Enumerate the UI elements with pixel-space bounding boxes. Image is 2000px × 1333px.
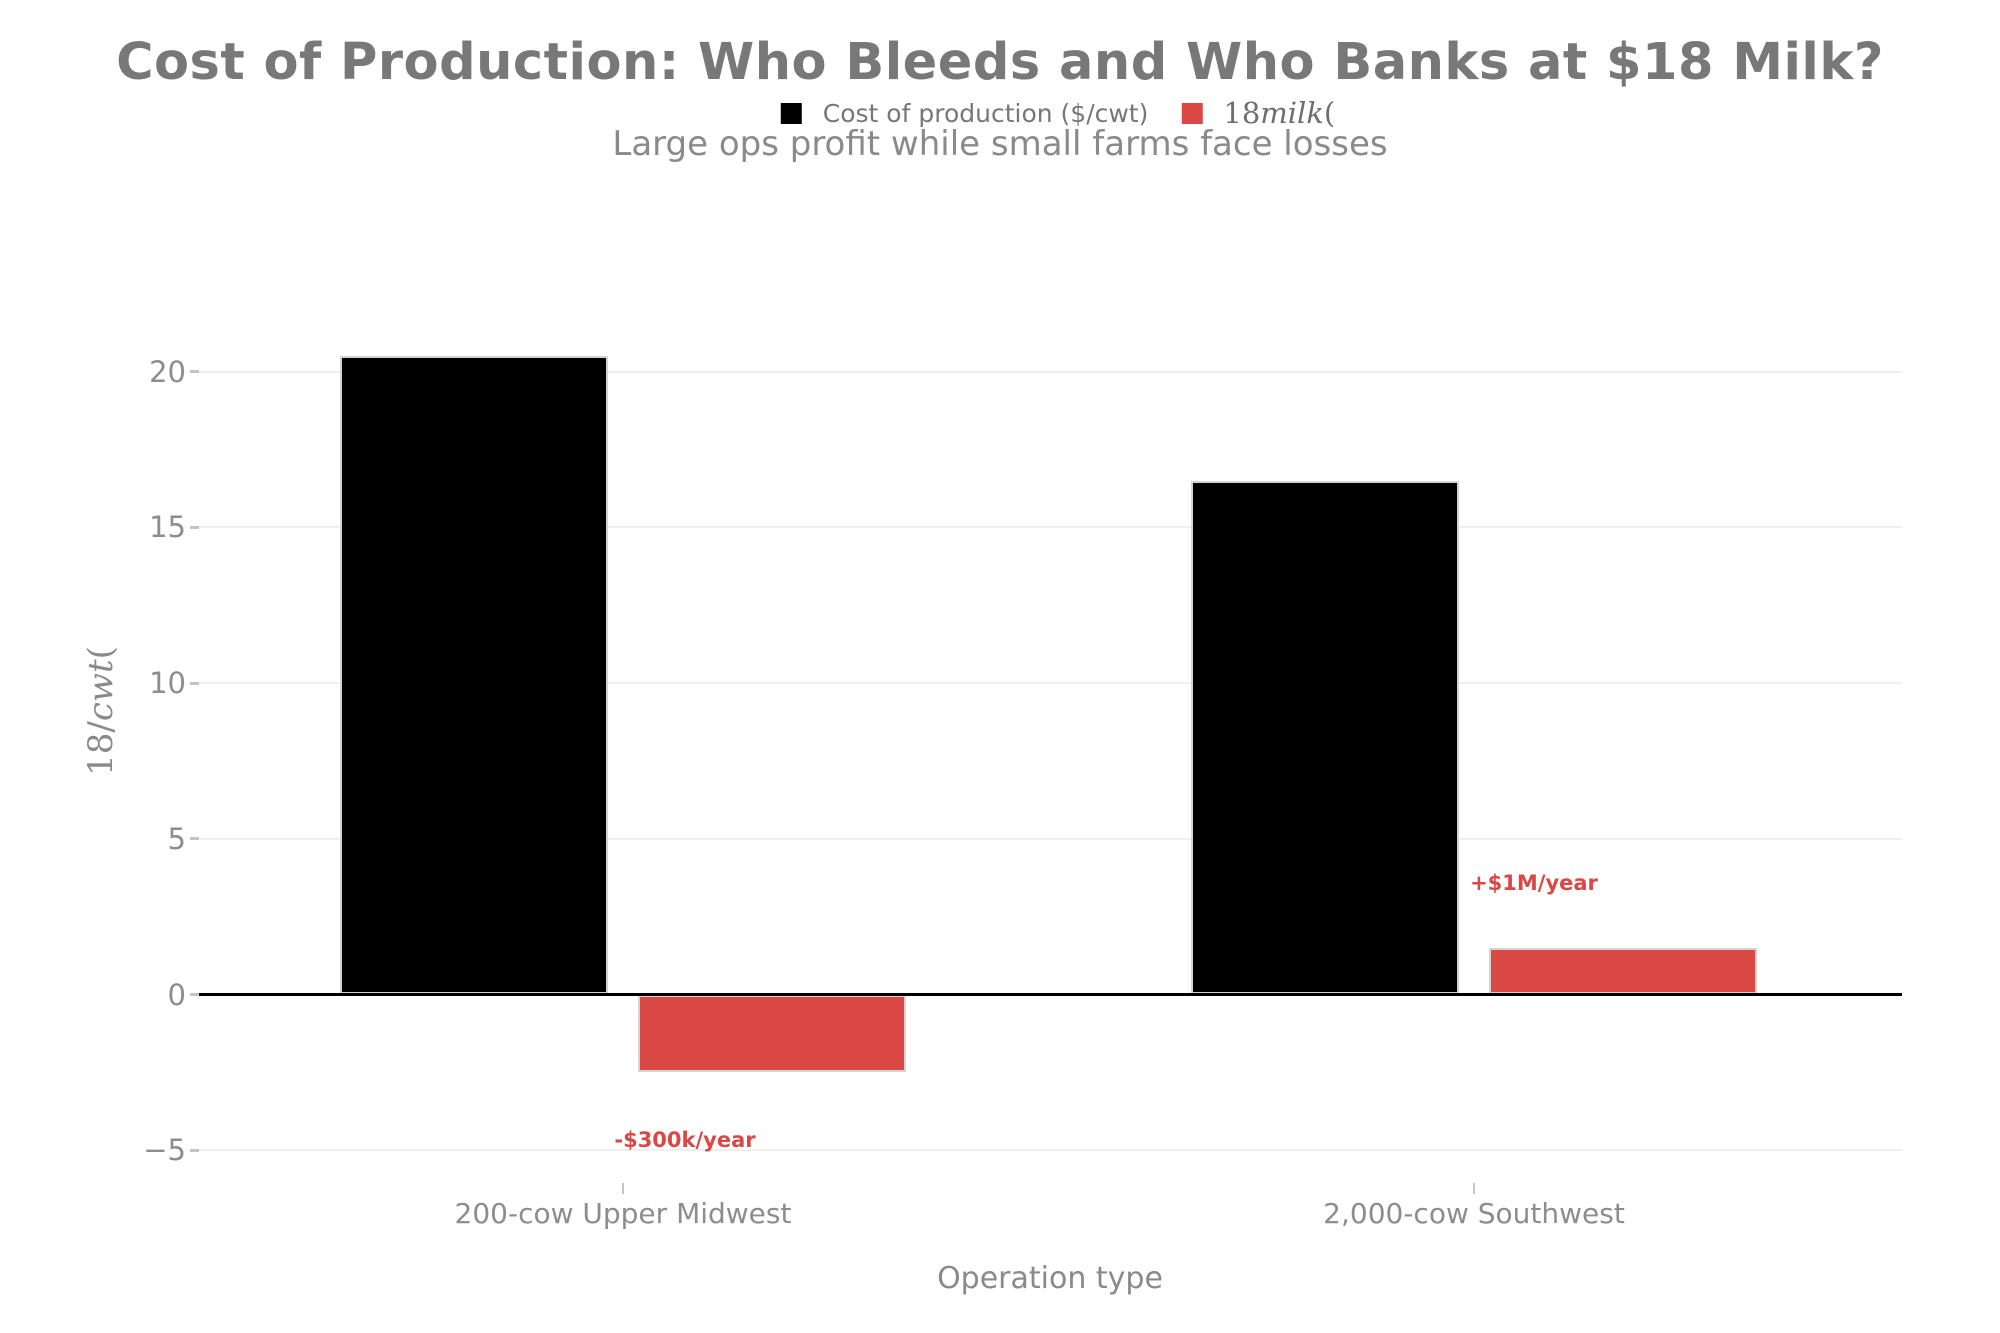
legend-label-milk: 18milk( bbox=[1223, 96, 1336, 130]
chart-subtitle: Large ops profit while small farms face … bbox=[612, 124, 1388, 164]
annotation-loss: -$300k/year bbox=[614, 1128, 756, 1152]
legend-label-cost: Cost of production ($/cwt) bbox=[822, 98, 1149, 128]
annotation-profit: +$1M/year bbox=[1470, 871, 1598, 895]
legend-swatch-milk bbox=[1181, 102, 1203, 124]
y-tick-mark bbox=[190, 370, 199, 373]
bar-milk-0 bbox=[638, 994, 906, 1073]
y-tick-mark bbox=[190, 681, 199, 685]
x-tick-mark bbox=[1473, 1183, 1475, 1194]
legend-swatch-cost bbox=[780, 102, 802, 124]
y-tick-label: 20 bbox=[149, 354, 186, 389]
y-tick-label: 0 bbox=[167, 977, 186, 1012]
x-tick-mark bbox=[622, 1183, 624, 1194]
chart-title: Cost of Production: Who Bleeds and Who B… bbox=[116, 33, 1884, 92]
x-tick-label: 200-cow Upper Midwest bbox=[454, 1197, 792, 1230]
bar-milk-1 bbox=[1489, 947, 1757, 995]
y-tick-label: 5 bbox=[167, 821, 186, 856]
gridline bbox=[199, 1149, 1902, 1152]
legend: Cost of production ($/cwt) 18milk( bbox=[780, 96, 1336, 130]
y-axis-label: 18/cwt( bbox=[81, 646, 121, 776]
y-tick-mark bbox=[190, 525, 199, 529]
y-tick-mark bbox=[190, 993, 199, 996]
bar-cost-0 bbox=[340, 355, 608, 995]
y-tick-label: −5 bbox=[143, 1133, 186, 1168]
y-tick-mark bbox=[190, 1148, 199, 1152]
x-tick-label: 2,000-cow Southwest bbox=[1323, 1197, 1625, 1230]
bar-cost-1 bbox=[1191, 480, 1459, 995]
gridline bbox=[199, 837, 1902, 840]
zero-axis-line bbox=[199, 993, 1902, 996]
y-tick-mark bbox=[190, 837, 199, 841]
gridline bbox=[199, 526, 1902, 529]
x-axis-label: Operation type bbox=[937, 1261, 1163, 1296]
gridline bbox=[199, 370, 1902, 373]
y-tick-label: 10 bbox=[149, 666, 186, 700]
gridline bbox=[199, 682, 1902, 684]
y-tick-label: 15 bbox=[149, 510, 186, 545]
